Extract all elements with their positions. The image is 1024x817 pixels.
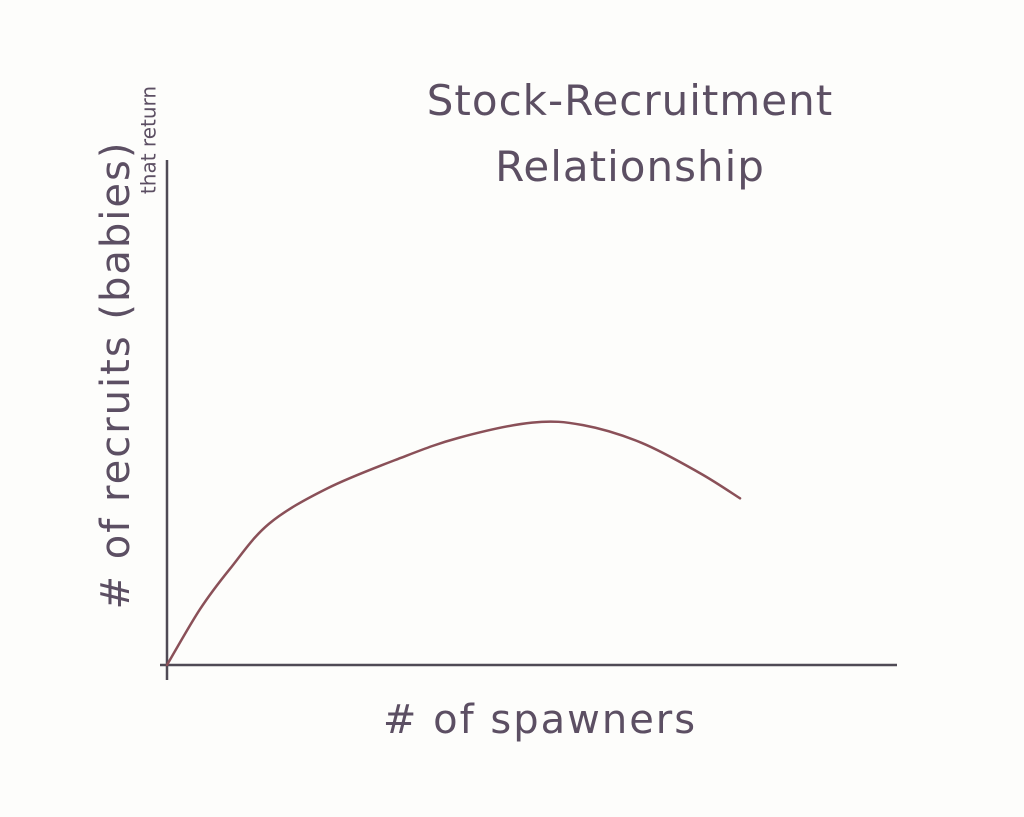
curve	[165, 420, 742, 667]
y-axis-label: # of recruits (babies)	[93, 141, 139, 610]
chart-title: Stock-Recruitment Relationship	[426, 76, 834, 191]
x-axis-label: # of spawners	[383, 697, 697, 743]
y-axis-label-note: that return	[137, 86, 161, 194]
